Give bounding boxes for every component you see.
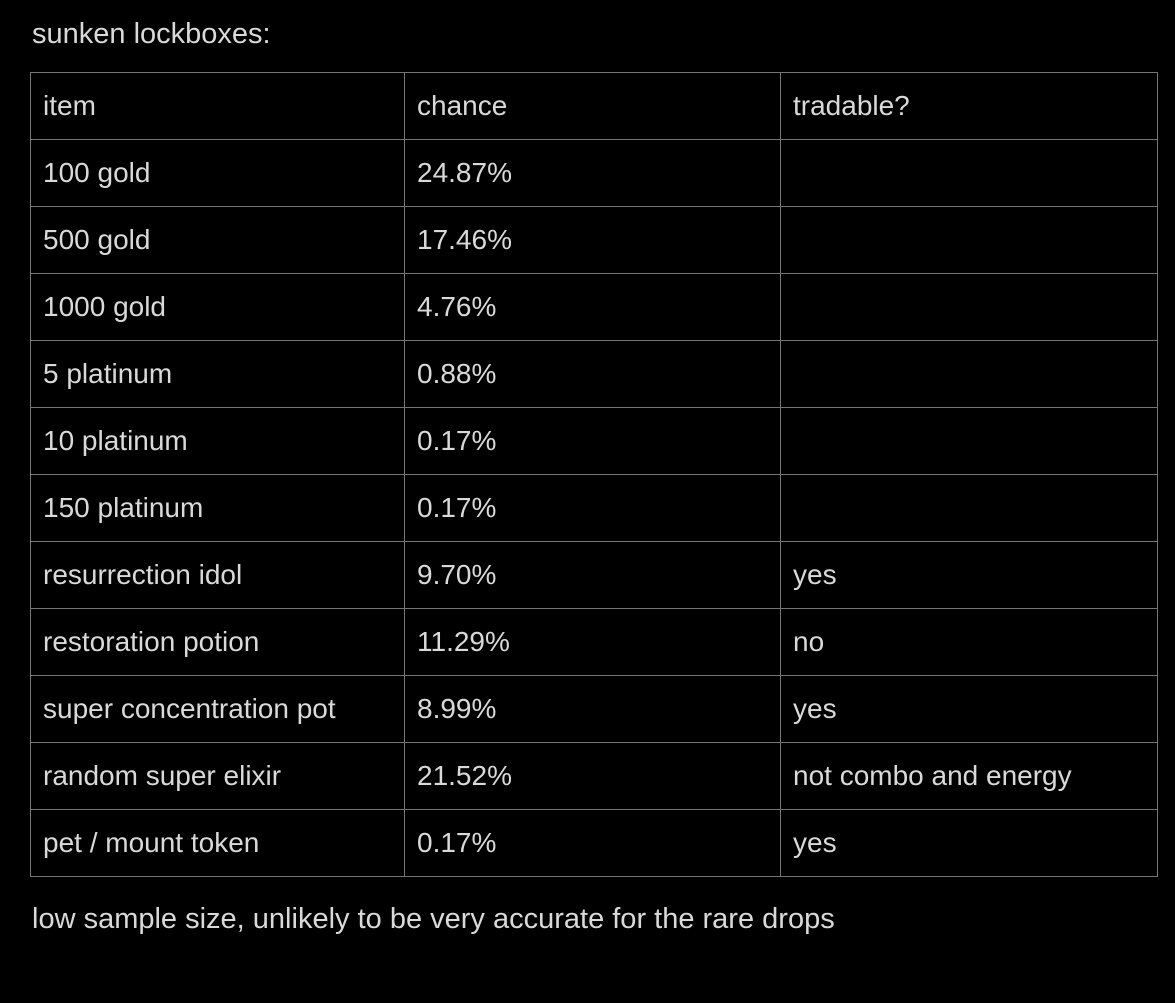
lockbox-table: item chance tradable? 100 gold 24.87% 50… xyxy=(30,72,1158,877)
item-cell: 1000 gold xyxy=(30,273,405,341)
item-cell: super concentration pot xyxy=(30,675,405,743)
table-row: random super elixir 21.52% not combo and… xyxy=(30,742,1158,810)
tradable-cell: yes xyxy=(780,675,1158,743)
table-row: 10 platinum 0.17% xyxy=(30,407,1158,475)
lockbox-table-body: 100 gold 24.87% 500 gold 17.46% 1000 gol… xyxy=(30,139,1158,877)
tradable-cell: yes xyxy=(780,809,1158,877)
item-cell: 150 platinum xyxy=(30,474,405,542)
chance-cell: 0.17% xyxy=(404,809,781,877)
chance-cell: 21.52% xyxy=(404,742,781,810)
tradable-cell xyxy=(780,273,1158,341)
column-header-item: item xyxy=(30,72,405,140)
table-row: 5 platinum 0.88% xyxy=(30,340,1158,408)
page-title: sunken lockboxes: xyxy=(32,18,271,50)
chance-cell: 17.46% xyxy=(404,206,781,274)
table-row: 150 platinum 0.17% xyxy=(30,474,1158,542)
chance-cell: 0.17% xyxy=(404,407,781,475)
item-cell: 5 platinum xyxy=(30,340,405,408)
table-row: 100 gold 24.87% xyxy=(30,139,1158,207)
tradable-cell: yes xyxy=(780,541,1158,609)
item-cell: restoration potion xyxy=(30,608,405,676)
table-row: 500 gold 17.46% xyxy=(30,206,1158,274)
lockbox-table-header: item chance tradable? xyxy=(30,72,1158,140)
item-cell: 10 platinum xyxy=(30,407,405,475)
chance-cell: 9.70% xyxy=(404,541,781,609)
tradable-cell: no xyxy=(780,608,1158,676)
tradable-cell xyxy=(780,139,1158,207)
chance-cell: 0.17% xyxy=(404,474,781,542)
item-cell: pet / mount token xyxy=(30,809,405,877)
column-header-chance: chance xyxy=(404,72,781,140)
table-row: resurrection idol 9.70% yes xyxy=(30,541,1158,609)
chance-cell: 8.99% xyxy=(404,675,781,743)
item-cell: 500 gold xyxy=(30,206,405,274)
item-cell: resurrection idol xyxy=(30,541,405,609)
tradable-cell: not combo and energy xyxy=(780,742,1158,810)
tradable-cell xyxy=(780,474,1158,542)
column-header-tradable: tradable? xyxy=(780,72,1158,140)
footer-note: low sample size, unlikely to be very acc… xyxy=(32,903,835,935)
tradable-cell xyxy=(780,407,1158,475)
table-row: super concentration pot 8.99% yes xyxy=(30,675,1158,743)
chance-cell: 4.76% xyxy=(404,273,781,341)
chance-cell: 0.88% xyxy=(404,340,781,408)
table-row: pet / mount token 0.17% yes xyxy=(30,809,1158,877)
tradable-cell xyxy=(780,206,1158,274)
chance-cell: 24.87% xyxy=(404,139,781,207)
item-cell: 100 gold xyxy=(30,139,405,207)
header-row: item chance tradable? xyxy=(30,72,1158,140)
page: sunken lockboxes: item chance tradable? … xyxy=(30,18,1158,935)
table-row: restoration potion 11.29% no xyxy=(30,608,1158,676)
tradable-cell xyxy=(780,340,1158,408)
item-cell: random super elixir xyxy=(30,742,405,810)
chance-cell: 11.29% xyxy=(404,608,781,676)
table-row: 1000 gold 4.76% xyxy=(30,273,1158,341)
